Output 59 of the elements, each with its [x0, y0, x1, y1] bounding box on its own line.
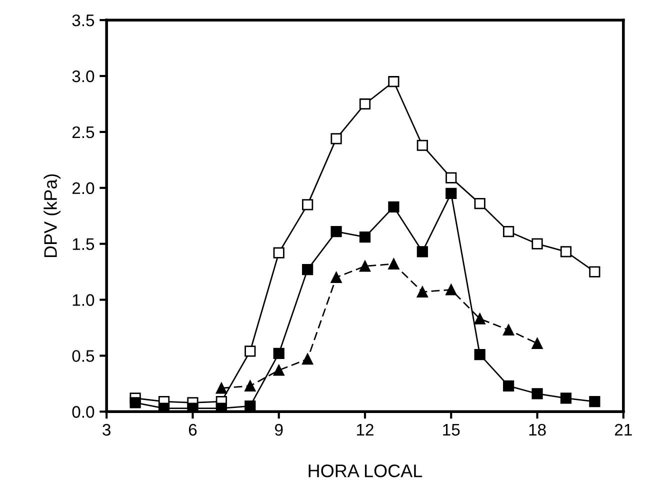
point	[330, 226, 342, 238]
point	[216, 382, 227, 394]
point	[532, 238, 543, 250]
point	[502, 380, 514, 392]
y-tick-label: 0.0	[72, 406, 94, 418]
point	[446, 172, 457, 184]
point	[273, 348, 284, 360]
point	[359, 98, 371, 110]
point	[388, 258, 400, 270]
point	[216, 402, 227, 412]
point	[187, 402, 198, 412]
point	[560, 246, 572, 258]
point	[244, 346, 256, 357]
x-tick-label: 18	[529, 424, 546, 436]
point	[330, 272, 342, 283]
y-tick-label: 2.5	[72, 126, 94, 138]
point	[388, 201, 400, 212]
x-tick-label: 9	[275, 424, 283, 436]
point	[244, 380, 256, 392]
point	[474, 198, 486, 210]
point	[532, 388, 543, 400]
y-tick-label: 0.5	[72, 350, 94, 362]
point	[273, 247, 284, 258]
x-tick-label: 6	[188, 424, 197, 436]
y-tick-label: 3.5	[72, 14, 94, 26]
point	[532, 338, 543, 349]
point	[474, 313, 486, 324]
point	[560, 392, 572, 404]
x-tick-label: 3	[102, 424, 110, 436]
y-tick-label: 2.0	[72, 182, 94, 194]
point	[302, 264, 314, 276]
point	[416, 140, 428, 151]
point	[446, 188, 457, 200]
x-tick-label: 15	[443, 424, 460, 436]
point	[359, 260, 371, 272]
point	[589, 396, 600, 408]
point	[446, 284, 457, 296]
x-tick-label: 12	[356, 424, 374, 436]
point	[359, 232, 371, 243]
point	[273, 364, 284, 376]
x-axis-title: HORA LOCAL	[308, 464, 422, 478]
point	[158, 402, 170, 412]
point	[502, 324, 514, 336]
point	[474, 349, 486, 360]
point	[416, 246, 428, 258]
x-tick-label: 21	[614, 424, 632, 436]
y-tick-label: 1.5	[72, 238, 94, 250]
y-tick-label: 1.0	[72, 294, 94, 306]
point	[416, 286, 428, 298]
point	[388, 76, 400, 88]
y-tick-label: 3.0	[72, 70, 94, 82]
point	[244, 400, 256, 412]
point	[302, 354, 314, 365]
point	[330, 133, 342, 144]
point	[130, 397, 141, 408]
point	[589, 266, 600, 278]
y-axis-title: DPV (kPa)	[44, 174, 60, 258]
point	[502, 226, 514, 238]
point	[302, 199, 314, 210]
